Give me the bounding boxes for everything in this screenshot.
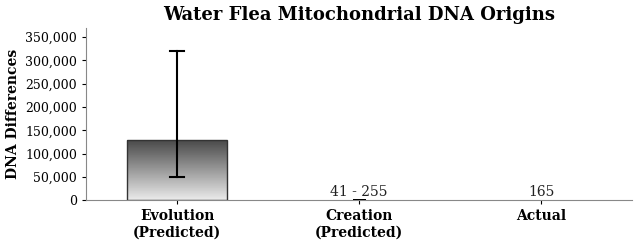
Bar <box>127 193 227 194</box>
Bar <box>127 147 227 148</box>
Text: 41 - 255: 41 - 255 <box>330 184 388 199</box>
Bar <box>127 191 227 192</box>
Bar <box>127 196 227 197</box>
Bar <box>127 143 227 144</box>
Bar <box>127 186 227 187</box>
Bar <box>127 188 227 189</box>
Bar <box>127 152 227 153</box>
Bar <box>127 149 227 150</box>
Bar <box>127 192 227 193</box>
Bar <box>127 177 227 178</box>
Bar <box>127 161 227 162</box>
Bar <box>127 141 227 142</box>
Bar <box>127 142 227 143</box>
Bar <box>127 164 227 165</box>
Bar <box>127 166 227 167</box>
Bar <box>127 190 227 191</box>
Bar <box>127 140 227 141</box>
Bar <box>127 144 227 145</box>
Bar <box>127 178 227 179</box>
Bar <box>127 182 227 183</box>
Bar <box>127 197 227 198</box>
Bar <box>127 181 227 182</box>
Bar <box>127 195 227 196</box>
Bar <box>127 183 227 184</box>
Bar <box>127 198 227 199</box>
Bar <box>127 153 227 154</box>
Bar <box>127 175 227 176</box>
Bar <box>127 157 227 158</box>
Bar <box>127 171 227 172</box>
Bar <box>127 199 227 200</box>
Bar <box>127 159 227 160</box>
Bar <box>127 140 227 200</box>
Bar <box>127 179 227 180</box>
Bar <box>127 172 227 173</box>
Y-axis label: DNA Differences: DNA Differences <box>6 49 20 179</box>
Bar <box>127 174 227 175</box>
Bar <box>127 151 227 152</box>
Bar <box>127 162 227 163</box>
Bar <box>127 189 227 190</box>
Title: Water Flea Mitochondrial DNA Origins: Water Flea Mitochondrial DNA Origins <box>163 6 555 24</box>
Bar <box>127 156 227 157</box>
Bar <box>127 165 227 166</box>
Bar <box>353 199 366 200</box>
Bar <box>127 187 227 188</box>
Bar <box>127 145 227 146</box>
Text: 165: 165 <box>528 184 554 199</box>
Bar <box>127 167 227 168</box>
Bar <box>127 168 227 169</box>
Bar <box>127 173 227 174</box>
Bar <box>127 184 227 185</box>
Bar <box>127 169 227 170</box>
Bar <box>127 170 227 171</box>
Bar <box>127 146 227 147</box>
Bar <box>127 148 227 149</box>
Bar <box>127 176 227 177</box>
Bar <box>127 160 227 161</box>
Bar <box>127 185 227 186</box>
Bar <box>127 163 227 164</box>
Bar <box>127 154 227 155</box>
Bar <box>127 194 227 195</box>
Bar <box>127 155 227 156</box>
Bar <box>127 150 227 151</box>
Bar <box>127 180 227 181</box>
Bar <box>127 158 227 159</box>
